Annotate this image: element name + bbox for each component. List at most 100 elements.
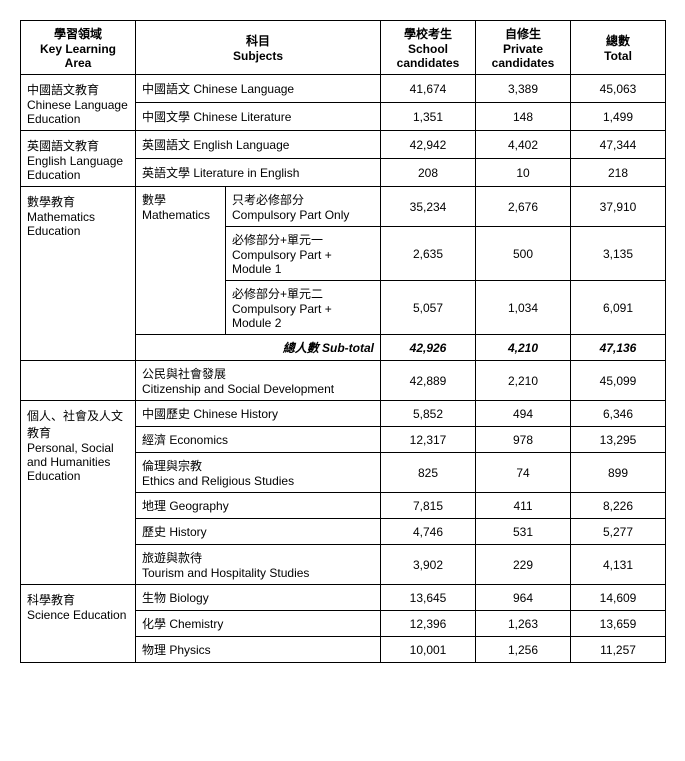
subject-math-m2: 必修部分+單元二Compulsory Part + Module 2 [226,281,381,335]
subject-ths: 旅遊與款待Tourism and Hospitality Studies [136,545,381,585]
cell-total: 899 [571,453,666,493]
subject-math-zh: 數學 [142,193,166,207]
header-school: 學校考生 School candidates [381,21,476,75]
cell-private: 74 [476,453,571,493]
subtotal-label: 總人數 Sub-total [136,335,381,361]
area-empty [21,361,136,401]
table-row: 個人、社會及人文教育Personal, Social and Humanitie… [21,401,666,427]
cell-private: 500 [476,227,571,281]
area-math: 數學教育Mathematics Education [21,187,136,361]
cell-private: 494 [476,401,571,427]
subject-eng-lit: 英語文學 Literature in English [136,159,381,187]
header-row: 學習領域 Key Learning Area 科目 Subjects 學校考生 … [21,21,666,75]
subject-chin-lit: 中國文學 Chinese Literature [136,103,381,131]
cell-school: 10,001 [381,637,476,663]
cell-total: 6,346 [571,401,666,427]
subject-math-m1: 必修部分+單元一Compulsory Part + Module 1 [226,227,381,281]
cell-total: 11,257 [571,637,666,663]
cell-school: 3,902 [381,545,476,585]
cell-total: 13,295 [571,427,666,453]
cell-total: 47,344 [571,131,666,159]
cell-private: 1,256 [476,637,571,663]
table-row: 數學教育Mathematics Education 數學 Mathematics… [21,187,666,227]
area-pshe: 個人、社會及人文教育Personal, Social and Humanitie… [21,401,136,585]
cell-private: 2,676 [476,187,571,227]
cell-private: 148 [476,103,571,131]
cell-total: 4,131 [571,545,666,585]
cell-private: 4,402 [476,131,571,159]
cell-total: 6,091 [571,281,666,335]
subject-csd: 公民與社會發展Citizenship and Social Developmen… [136,361,381,401]
header-private-en: Private candidates [492,42,555,70]
cell-private: 531 [476,519,571,545]
cell-private: 3,389 [476,75,571,103]
header-total: 總數 Total [571,21,666,75]
header-private-zh: 自修生 [505,27,541,41]
cell-private: 964 [476,585,571,611]
header-private: 自修生 Private candidates [476,21,571,75]
cell-private: 10 [476,159,571,187]
header-subject-zh: 科目 [246,34,270,48]
area-cle: 中國語文教育Chinese Language Education [21,75,136,131]
subject-econ: 經濟 Economics [136,427,381,453]
cell-private: 4,210 [476,335,571,361]
cell-school: 208 [381,159,476,187]
table-row: 英國語文教育English Language Education 英國語文 En… [21,131,666,159]
subject-phy: 物理 Physics [136,637,381,663]
subject-chem: 化學 Chemistry [136,611,381,637]
cell-total: 1,499 [571,103,666,131]
subject-math-en: Mathematics [142,208,210,222]
subject-math: 數學 Mathematics [136,187,226,335]
cell-private: 2,210 [476,361,571,401]
cell-total: 13,659 [571,611,666,637]
cell-private: 229 [476,545,571,585]
table-row: 公民與社會發展Citizenship and Social Developmen… [21,361,666,401]
table-row: 科學教育Science Education 生物 Biology 13,645 … [21,585,666,611]
cell-school: 7,815 [381,493,476,519]
cell-private: 978 [476,427,571,453]
cell-school: 13,645 [381,585,476,611]
header-subject-en: Subjects [233,49,283,63]
cell-private: 411 [476,493,571,519]
cell-total: 8,226 [571,493,666,519]
cell-total: 37,910 [571,187,666,227]
subject-bio: 生物 Biology [136,585,381,611]
cell-total: 3,135 [571,227,666,281]
cell-school: 42,889 [381,361,476,401]
area-sci: 科學教育Science Education [21,585,136,663]
header-total-zh: 總數 [606,34,630,48]
table-row: 中國語文教育Chinese Language Education 中國語文 Ch… [21,75,666,103]
header-area-en: Key Learning Area [40,42,116,70]
cell-private: 1,034 [476,281,571,335]
cell-total: 14,609 [571,585,666,611]
area-ele: 英國語文教育English Language Education [21,131,136,187]
cell-school: 42,926 [381,335,476,361]
subject-eng-lang: 英國語文 English Language [136,131,381,159]
cell-school: 42,942 [381,131,476,159]
header-school-zh: 學校考生 [404,27,452,41]
cell-school: 1,351 [381,103,476,131]
subject-ers: 倫理與宗教Ethics and Religious Studies [136,453,381,493]
cell-total: 5,277 [571,519,666,545]
subject-hist: 歷史 History [136,519,381,545]
cell-school: 2,635 [381,227,476,281]
cell-private: 1,263 [476,611,571,637]
header-subject: 科目 Subjects [136,21,381,75]
subject-geog: 地理 Geography [136,493,381,519]
header-area-zh: 學習領域 [54,27,102,41]
subject-math-comp: 只考必修部分Compulsory Part Only [226,187,381,227]
candidates-table: 學習領域 Key Learning Area 科目 Subjects 學校考生 … [20,20,666,663]
cell-school: 35,234 [381,187,476,227]
cell-school: 12,396 [381,611,476,637]
cell-school: 5,057 [381,281,476,335]
header-area: 學習領域 Key Learning Area [21,21,136,75]
header-school-en: School candidates [397,42,460,70]
cell-total: 218 [571,159,666,187]
subject-chist: 中國歷史 Chinese History [136,401,381,427]
cell-total: 45,063 [571,75,666,103]
header-total-en: Total [604,49,632,63]
subject-chin-lang: 中國語文 Chinese Language [136,75,381,103]
cell-school: 41,674 [381,75,476,103]
cell-total: 47,136 [571,335,666,361]
cell-school: 12,317 [381,427,476,453]
